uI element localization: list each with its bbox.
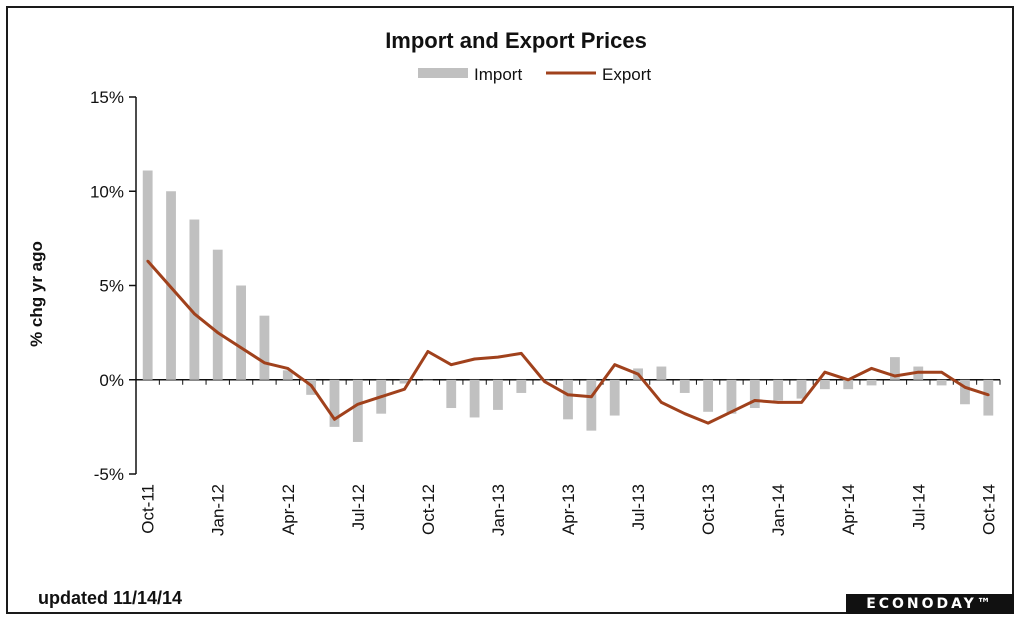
- export-point: [426, 350, 430, 353]
- x-tick-label: Jan-12: [209, 484, 228, 536]
- x-tick-label: Oct-14: [979, 484, 998, 535]
- export-point: [940, 370, 943, 374]
- export-point: [379, 395, 383, 399]
- export-point: [987, 393, 990, 397]
- export-point: [216, 331, 220, 334]
- import-bar: [656, 366, 667, 380]
- chart-svg: Import and Export Prices Import Export %…: [27, 28, 1001, 536]
- x-tick-label: Apr-13: [559, 484, 578, 535]
- chart-title: Import and Export Prices: [385, 28, 647, 53]
- x-tick-label: Apr-12: [279, 484, 298, 535]
- y-tick-label: 10%: [90, 182, 124, 201]
- y-tick-label: 0%: [99, 371, 124, 390]
- x-tick-label: Oct-12: [419, 484, 438, 535]
- export-point: [613, 363, 617, 366]
- import-bar: [329, 379, 340, 427]
- export-point: [590, 395, 593, 399]
- import-bar: [679, 379, 690, 393]
- x-tick-label: Apr-14: [839, 484, 858, 535]
- export-point: [193, 312, 196, 316]
- x-tick-label: Oct-11: [139, 484, 158, 534]
- export-point: [823, 370, 827, 374]
- export-point: [963, 385, 967, 389]
- export-point: [473, 357, 476, 361]
- import-bar: [773, 379, 784, 401]
- import-bar: [259, 315, 270, 380]
- export-point: [800, 401, 803, 404]
- import-bar: [142, 170, 153, 380]
- export-point: [683, 412, 687, 415]
- export-point: [566, 393, 570, 397]
- chart-frame: Import and Export Prices Import Export %…: [6, 6, 1014, 614]
- export-point: [496, 355, 500, 359]
- import-bar: [609, 379, 620, 416]
- export-point: [333, 418, 336, 421]
- econoday-logo: ECONODAY™: [846, 594, 1014, 614]
- import-bar: [236, 285, 246, 380]
- import-bar: [516, 379, 527, 393]
- export-point: [916, 370, 920, 374]
- import-bar: [422, 379, 433, 381]
- import-bar: [819, 379, 830, 390]
- export-point: [519, 352, 523, 355]
- x-tick-label: Jan-14: [769, 484, 788, 536]
- import-bar: [189, 219, 200, 380]
- import-bar: [960, 379, 970, 405]
- export-point: [309, 384, 313, 387]
- export-point: [730, 410, 733, 414]
- import-bar: [493, 379, 503, 410]
- export-point: [753, 399, 757, 402]
- import-bar: [469, 379, 480, 418]
- export-point: [449, 363, 453, 366]
- export-point: [543, 380, 546, 383]
- x-tick-label: Oct-13: [699, 484, 718, 535]
- import-bar: [796, 379, 807, 399]
- import-bar: [586, 379, 597, 431]
- import-bar: [703, 379, 714, 412]
- import-bar: [352, 379, 363, 442]
- import-bar: [983, 379, 994, 416]
- export-point: [146, 259, 149, 263]
- y-tick-label: 5%: [99, 277, 124, 296]
- x-tick-label: Jul-14: [909, 484, 928, 530]
- y-axis-label: % chg yr ago: [27, 241, 46, 347]
- import-bar: [446, 379, 457, 409]
- export-point: [263, 361, 266, 365]
- y-tick-label: 15%: [90, 88, 124, 107]
- legend-import-label: Import: [474, 65, 522, 84]
- x-tick-label: Jan-13: [489, 484, 508, 536]
- import-bar: [843, 379, 854, 390]
- import-bar: [282, 370, 293, 380]
- export-point: [870, 367, 873, 370]
- export-point: [893, 374, 897, 378]
- y-tick-label: -5%: [94, 465, 124, 484]
- export-point: [169, 286, 173, 289]
- import-bar: [212, 249, 223, 380]
- legend-import-swatch: [418, 68, 468, 78]
- import-bar: [726, 379, 737, 414]
- export-point: [776, 401, 780, 404]
- updated-date-label: updated 11/14/14: [38, 588, 183, 608]
- export-point: [636, 372, 640, 376]
- x-tick-label: Jul-12: [349, 484, 368, 530]
- x-tick-label: Jul-13: [629, 484, 648, 530]
- import-bar: [866, 379, 877, 386]
- export-point: [356, 402, 360, 406]
- import-bar: [890, 357, 900, 380]
- import-bar: [563, 379, 573, 420]
- import-bar: [749, 379, 760, 409]
- export-point: [239, 346, 243, 350]
- export-point: [660, 401, 663, 404]
- import-bar: [936, 379, 947, 386]
- export-point: [286, 367, 290, 370]
- import-bar: [399, 379, 410, 384]
- export-point: [706, 421, 710, 425]
- export-point: [846, 378, 850, 382]
- export-point: [403, 387, 406, 391]
- legend-export-label: Export: [602, 65, 651, 84]
